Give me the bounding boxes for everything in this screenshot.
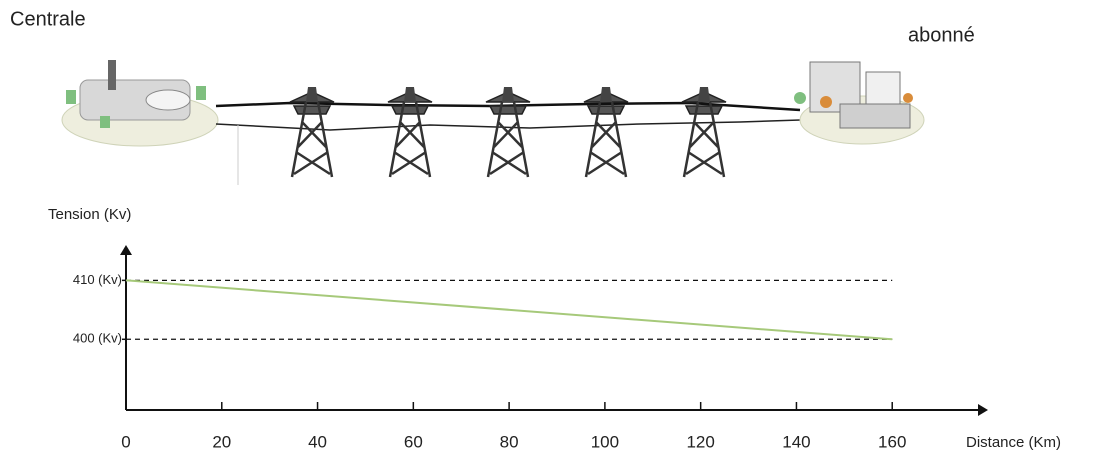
x-tick-label: 0 bbox=[121, 432, 130, 451]
annotation: Centrale bbox=[10, 8, 86, 30]
y-axis-arrow bbox=[120, 245, 132, 255]
annotation: abonné bbox=[908, 24, 975, 46]
x-tick-label: 80 bbox=[500, 432, 519, 451]
data-line bbox=[126, 280, 892, 339]
y-axis-title: Tension (Kv) bbox=[48, 206, 131, 223]
x-tick-label: 120 bbox=[686, 432, 714, 451]
y-tick-label: 400 (Kv) bbox=[73, 331, 122, 346]
x-tick-label: 100 bbox=[591, 432, 619, 451]
x-tick-label: 40 bbox=[308, 432, 327, 451]
illustration bbox=[62, 60, 924, 185]
x-tick-label: 60 bbox=[404, 432, 423, 451]
x-tick-label: 20 bbox=[212, 432, 231, 451]
x-axis-title: Distance (Km) bbox=[966, 434, 1061, 451]
x-tick-label: 160 bbox=[878, 432, 906, 451]
chart: Centrale abonné Tension (Kv) Distance (Km… bbox=[0, 0, 1113, 461]
x-tick-label: 140 bbox=[782, 432, 810, 451]
y-tick-label: 410 (Kv) bbox=[73, 272, 122, 287]
x-axis-arrow bbox=[978, 404, 988, 416]
